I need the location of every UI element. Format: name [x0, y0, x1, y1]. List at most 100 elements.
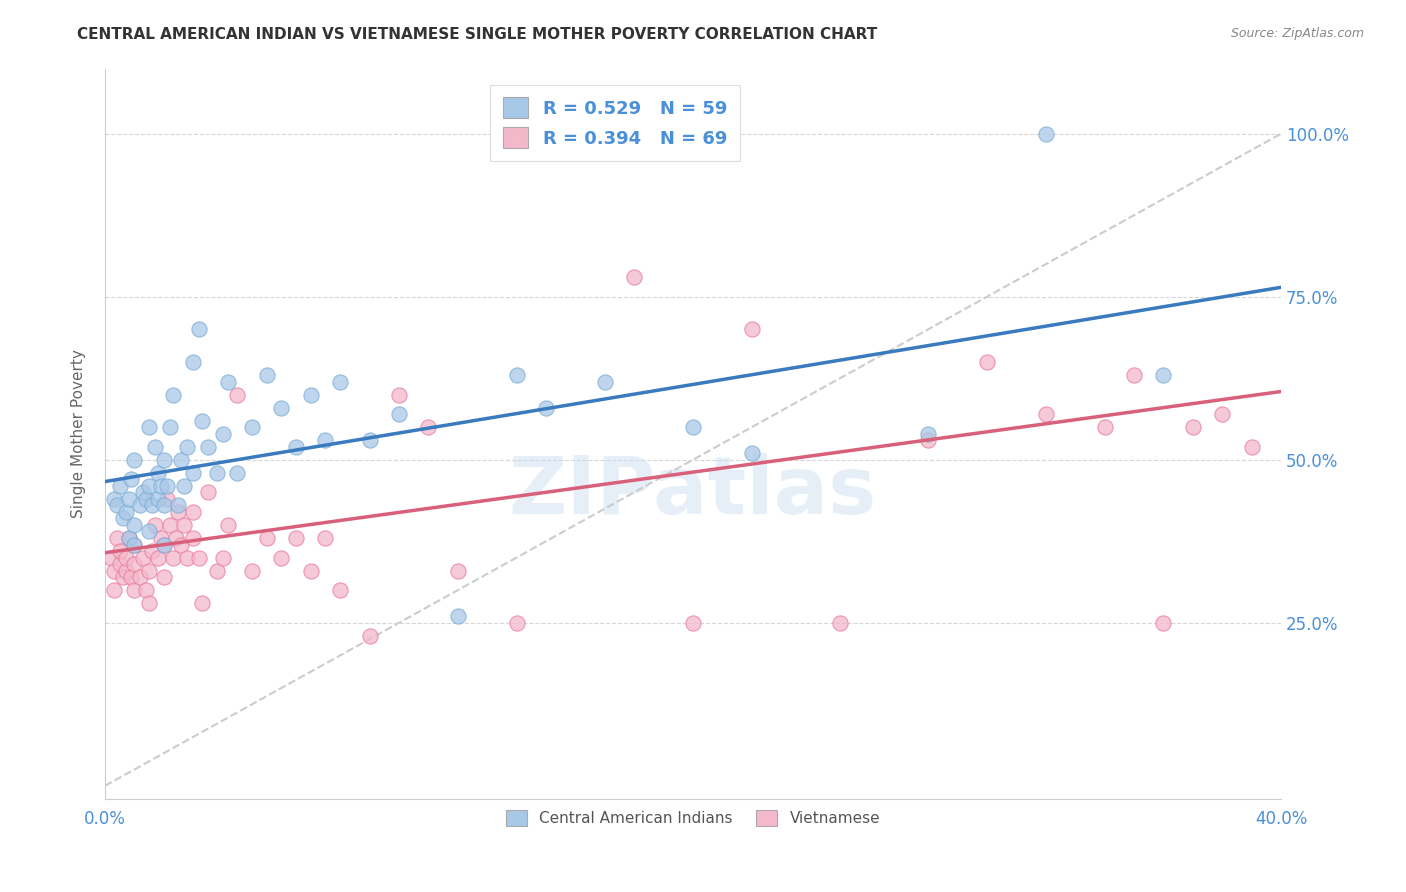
Point: [285, 440, 308, 454]
Point: [167, 505, 190, 519]
Point: [149, 479, 172, 493]
Point: [505, 368, 527, 382]
Point: [388, 407, 411, 421]
Point: [1152, 615, 1174, 630]
Point: [149, 531, 172, 545]
Point: [682, 420, 704, 434]
Point: [1094, 420, 1116, 434]
Point: [146, 466, 169, 480]
Point: [124, 537, 146, 551]
Point: [682, 615, 704, 630]
Point: [117, 491, 139, 506]
Point: [917, 426, 939, 441]
Point: [105, 499, 128, 513]
Point: [828, 615, 851, 630]
Point: [159, 420, 181, 434]
Point: [162, 550, 184, 565]
Point: [593, 375, 616, 389]
Point: [141, 499, 163, 513]
Point: [103, 583, 125, 598]
Point: [534, 401, 557, 415]
Point: [226, 466, 249, 480]
Point: [211, 426, 233, 441]
Point: [108, 544, 131, 558]
Point: [314, 433, 336, 447]
Point: [176, 550, 198, 565]
Point: [211, 550, 233, 565]
Point: [299, 387, 322, 401]
Point: [152, 537, 174, 551]
Point: [120, 472, 142, 486]
Point: [156, 479, 179, 493]
Point: [129, 570, 152, 584]
Point: [240, 564, 263, 578]
Point: [1123, 368, 1146, 382]
Point: [1211, 407, 1233, 421]
Point: [117, 531, 139, 545]
Point: [135, 491, 157, 506]
Point: [1152, 368, 1174, 382]
Point: [152, 452, 174, 467]
Point: [138, 420, 160, 434]
Point: [124, 518, 146, 533]
Point: [299, 564, 322, 578]
Point: [741, 446, 763, 460]
Point: [152, 499, 174, 513]
Point: [162, 387, 184, 401]
Point: [114, 564, 136, 578]
Point: [129, 499, 152, 513]
Point: [152, 570, 174, 584]
Point: [138, 596, 160, 610]
Point: [159, 518, 181, 533]
Point: [447, 609, 470, 624]
Point: [359, 629, 381, 643]
Point: [152, 537, 174, 551]
Point: [359, 433, 381, 447]
Point: [205, 466, 228, 480]
Point: [505, 615, 527, 630]
Point: [124, 452, 146, 467]
Point: [976, 355, 998, 369]
Point: [173, 479, 195, 493]
Point: [917, 433, 939, 447]
Point: [143, 440, 166, 454]
Point: [1035, 407, 1057, 421]
Point: [173, 518, 195, 533]
Point: [741, 322, 763, 336]
Point: [114, 550, 136, 565]
Point: [111, 511, 134, 525]
Point: [226, 387, 249, 401]
Text: ZIPatlas: ZIPatlas: [509, 453, 877, 531]
Legend: Central American Indians, Vietnamese: Central American Indians, Vietnamese: [496, 801, 889, 835]
Point: [141, 544, 163, 558]
Point: [188, 550, 211, 565]
Point: [418, 420, 440, 434]
Point: [170, 452, 193, 467]
Point: [217, 375, 239, 389]
Point: [124, 557, 146, 571]
Point: [181, 531, 204, 545]
Point: [111, 570, 134, 584]
Point: [197, 485, 219, 500]
Point: [329, 375, 352, 389]
Point: [181, 355, 204, 369]
Point: [167, 499, 190, 513]
Point: [100, 550, 122, 565]
Point: [103, 491, 125, 506]
Point: [135, 583, 157, 598]
Point: [191, 596, 214, 610]
Point: [256, 531, 278, 545]
Text: CENTRAL AMERICAN INDIAN VS VIETNAMESE SINGLE MOTHER POVERTY CORRELATION CHART: CENTRAL AMERICAN INDIAN VS VIETNAMESE SI…: [77, 27, 877, 42]
Point: [1035, 127, 1057, 141]
Point: [217, 518, 239, 533]
Point: [146, 550, 169, 565]
Point: [256, 368, 278, 382]
Point: [105, 531, 128, 545]
Point: [329, 583, 352, 598]
Point: [270, 550, 292, 565]
Point: [285, 531, 308, 545]
Point: [197, 440, 219, 454]
Point: [108, 557, 131, 571]
Point: [156, 491, 179, 506]
Text: Source: ZipAtlas.com: Source: ZipAtlas.com: [1230, 27, 1364, 40]
